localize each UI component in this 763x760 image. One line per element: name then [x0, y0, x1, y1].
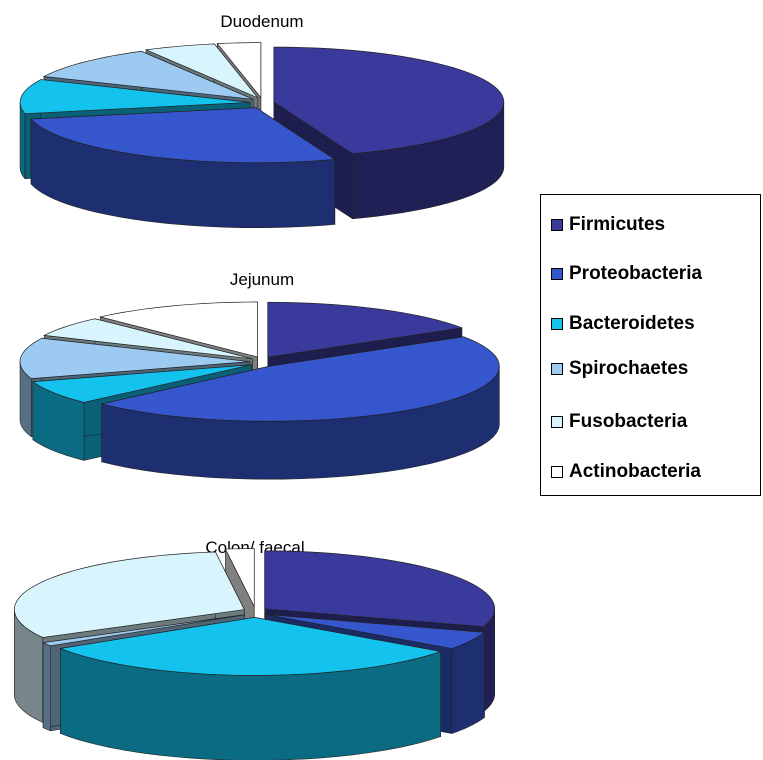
legend-label-actinobacteria: Actinobacteria: [569, 461, 701, 482]
slice-top-bacteroidetes: [59, 617, 441, 676]
slice-top-proteobacteria: [30, 107, 336, 164]
slice-top-spirochaetes: [19, 337, 251, 380]
legend-swatch-actinobacteria: [551, 466, 563, 478]
legend-item-actinobacteria: Actinobacteria: [551, 461, 701, 483]
legend-label-spirochaetes: Spirochaetes: [569, 358, 689, 379]
legend-swatch-fusobacteria: [551, 416, 563, 428]
legend-item-spirochaetes: Spirochaetes: [551, 358, 688, 380]
pie-jejunum: Jejunum: [19, 270, 500, 480]
slice-top-bacteroidetes: [31, 364, 252, 403]
slice-top-spirochaetes: [41, 614, 245, 647]
legend-swatch-spirochaetes: [551, 363, 563, 375]
slice-top-bacteroidetes: [19, 79, 251, 115]
slice-top-firmicutes: [264, 550, 496, 628]
slice-top-firmicutes: [267, 301, 463, 358]
legend-label-firmicutes: Firmicutes: [569, 214, 666, 235]
pie-duodenum: Duodenum: [19, 12, 505, 229]
slice-top-firmicutes: [273, 46, 505, 155]
legend-item-fusobacteria: Fusobacteria: [551, 411, 687, 433]
legend-swatch-bacteroidetes: [551, 318, 563, 330]
slice-top-actinobacteria: [216, 42, 262, 99]
slice-top-proteobacteria: [101, 336, 500, 422]
legend-label-proteobacteria: Proteobacteria: [569, 263, 703, 284]
pie-colon-faecal: Colon/ faecal: [13, 538, 496, 760]
slice-top-actinobacteria: [224, 548, 255, 607]
slice-top-fusobacteria: [42, 318, 253, 360]
legend-item-bacteroidetes: Bacteroidetes: [551, 313, 695, 335]
legend-label-bacteroidetes: Bacteroidetes: [569, 313, 695, 334]
slice-top-actinobacteria: [100, 301, 258, 358]
slice-top-fusobacteria: [144, 43, 259, 99]
pie-title: Jejunum: [230, 270, 294, 289]
legend: Firmicutes Proteobacteria Bacteroidetes …: [540, 194, 761, 496]
legend-swatch-proteobacteria: [551, 268, 563, 280]
slice-top-fusobacteria: [13, 551, 245, 638]
slice-top-spirochaetes: [42, 50, 254, 100]
legend-item-proteobacteria: Proteobacteria: [551, 263, 702, 285]
legend-label-fusobacteria: Fusobacteria: [569, 411, 688, 432]
pie-title: Duodenum: [220, 12, 303, 31]
legend-swatch-firmicutes: [551, 219, 563, 231]
slice-top-proteobacteria: [265, 614, 486, 649]
legend-item-firmicutes: Firmicutes: [551, 214, 665, 236]
